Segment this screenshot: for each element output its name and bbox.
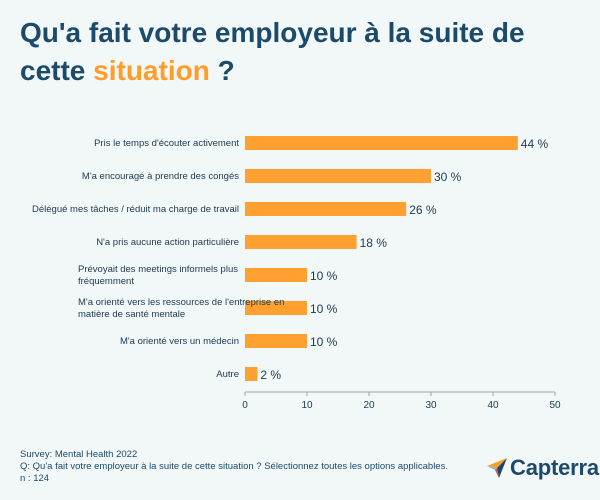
capterra-arrow-logo-icon <box>487 458 507 478</box>
chart-title: Qu'a fait votre employeur à la suite de … <box>20 14 580 90</box>
x-tick-label: 50 <box>549 400 561 411</box>
title-part1: Qu'a fait votre employeur à la suite de … <box>20 17 525 86</box>
bar-value-label: 30 % <box>434 170 462 184</box>
bar <box>245 334 307 348</box>
bar <box>245 202 407 216</box>
bar-value-label: 10 % <box>310 269 338 283</box>
category-label: N'a pris aucune action particulière <box>96 237 239 248</box>
bar-value-label: 44 % <box>521 137 549 151</box>
category-label: M'a orienté vers un médecin <box>120 336 239 347</box>
category-label: Prévoyait des meetings informels plus fré… <box>78 264 238 287</box>
bar <box>245 136 518 150</box>
logo-text: Capterra <box>510 455 599 480</box>
bar-chart: 0 10 20 30 40 50 44 % Pris le temps d'écouter a… <box>32 136 561 411</box>
bar <box>245 367 258 381</box>
capterra-logo: Capterra <box>487 455 599 481</box>
footer-n: n : 124 <box>20 473 50 484</box>
category-label: Autre <box>216 369 239 380</box>
x-tick-label: 30 <box>425 400 437 411</box>
category-label: M'a orienté vers les ressources de l'ent… <box>78 297 284 320</box>
bar <box>245 301 307 315</box>
bar <box>245 235 357 249</box>
category-label: M'a encouragé à prendre des congés <box>82 171 239 182</box>
x-tick-label: 0 <box>242 400 248 411</box>
footer-survey: Survey: Mental Health 2022 <box>20 449 138 460</box>
bar-value-label: 10 % <box>310 302 338 316</box>
chart-footer: Survey: Mental Health 2022 Q: Qu'a fait … <box>20 449 448 485</box>
title-part2: ? <box>209 55 235 86</box>
bar-value-label: 2 % <box>260 368 281 382</box>
title-highlight: situation <box>93 55 210 86</box>
category-label: Délégué mes tâches / réduit ma charge de… <box>32 204 239 215</box>
bar-value-label: 10 % <box>310 335 338 349</box>
x-tick-label: 10 <box>301 400 313 411</box>
x-tick-label: 40 <box>487 400 499 411</box>
bar-value-label: 18 % <box>360 236 388 250</box>
category-label: Pris le temps d'écouter activement <box>94 138 239 149</box>
bar-value-label: 26 % <box>409 203 437 217</box>
bar <box>245 268 307 282</box>
bar <box>245 169 431 183</box>
x-tick-label: 20 <box>363 400 375 411</box>
footer-question: Q: Qu'a fait votre employeur à la suite … <box>20 461 448 472</box>
